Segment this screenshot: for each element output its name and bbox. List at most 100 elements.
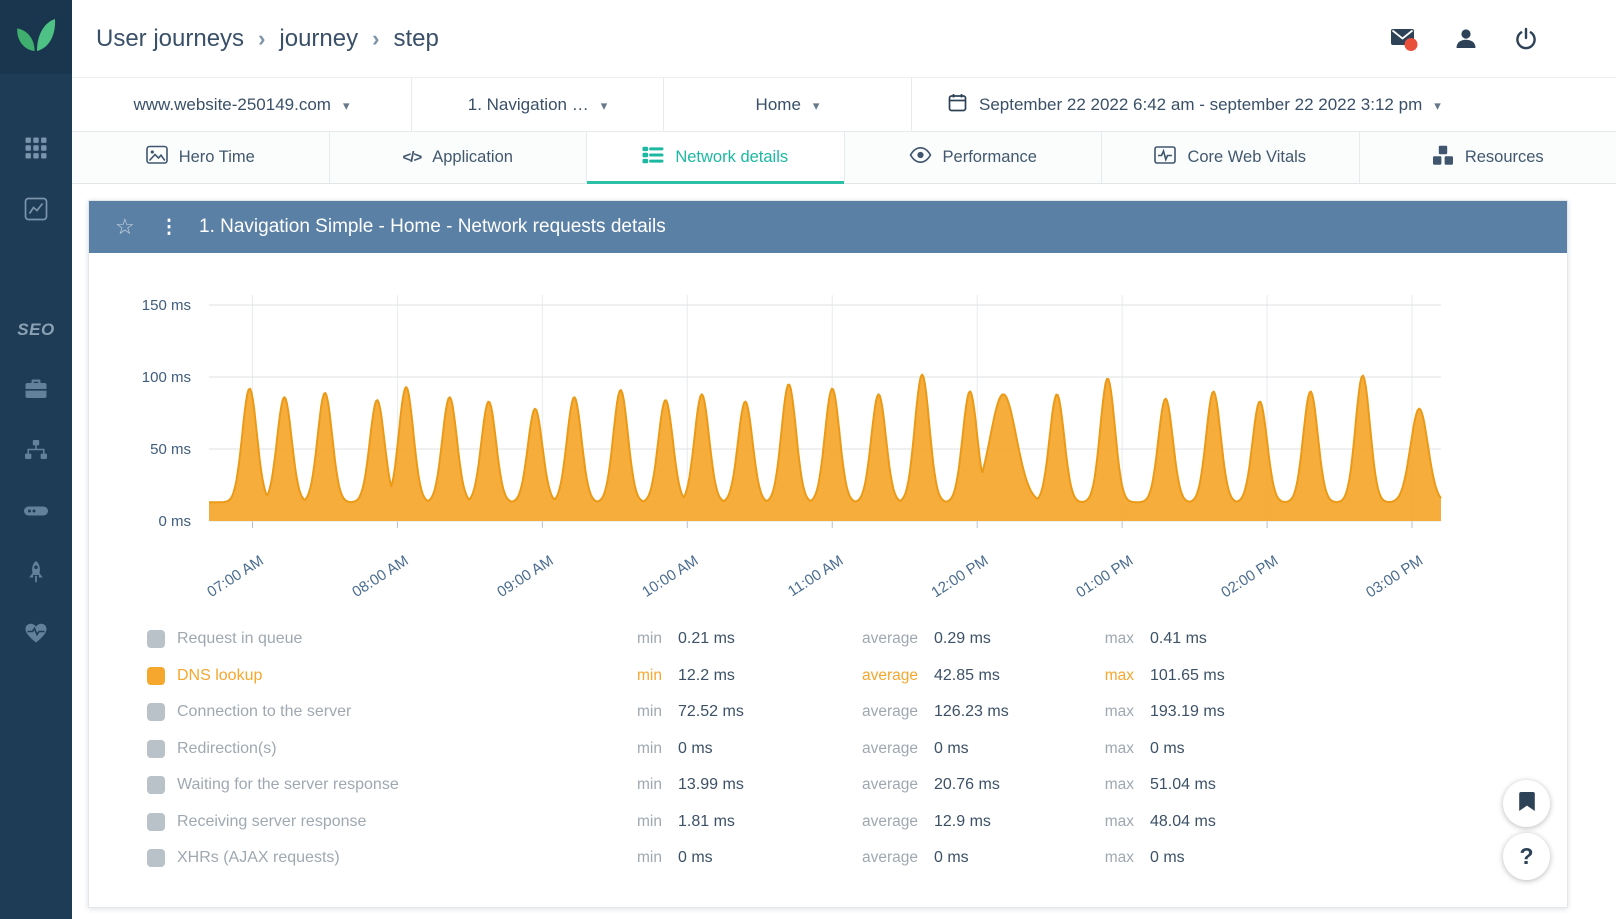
tab-performance[interactable]: Performance xyxy=(845,132,1102,183)
max-value: 48.04 ms xyxy=(1150,812,1216,830)
min-label: min xyxy=(637,849,662,867)
chevron-down-icon: ▾ xyxy=(1434,97,1441,113)
average-value: 0.29 ms xyxy=(934,630,991,648)
x-axis-label: 12:00 PM xyxy=(928,552,991,597)
max-label: max xyxy=(1104,703,1134,721)
average-label: average xyxy=(861,849,918,867)
sidebar-item-health[interactable] xyxy=(21,621,51,649)
website-dropdown[interactable]: www.website-250149.com ▾ xyxy=(72,78,412,131)
min-label: min xyxy=(637,812,662,830)
series-checkbox[interactable] xyxy=(147,703,165,722)
leaf-logo-icon xyxy=(16,18,56,57)
vitals-pulse-icon xyxy=(1154,145,1177,170)
eye-icon xyxy=(909,145,932,170)
legend-row[interactable]: Redirection(s) min 0 ms average 0 ms max… xyxy=(89,731,1567,768)
tab-network-details[interactable]: Network details xyxy=(587,132,845,184)
x-axis-label: 09:00 AM xyxy=(494,552,556,597)
sidebar-item-seo[interactable]: SEO xyxy=(17,316,54,344)
picture-icon xyxy=(145,145,168,170)
max-value: 0 ms xyxy=(1150,849,1185,867)
x-axis-label: 10:00 AM xyxy=(639,552,701,597)
series-checkbox[interactable] xyxy=(147,849,165,868)
x-axis-label: 11:00 AM xyxy=(785,552,846,597)
max-label: max xyxy=(1104,849,1134,867)
average-label: average xyxy=(861,666,918,684)
average-label: average xyxy=(861,739,918,757)
favorite-star-icon[interactable]: ☆ xyxy=(115,214,135,239)
sidebar-item-apps[interactable] xyxy=(21,136,51,164)
sidebar-nav: SEO xyxy=(17,136,54,649)
tab-label: Application xyxy=(432,148,513,166)
breadcrumb-user-journeys[interactable]: User journeys xyxy=(96,24,245,52)
sidebar: SEO xyxy=(0,0,72,919)
tab-label: Core Web Vitals xyxy=(1187,148,1307,166)
chart-area[interactable]: 07:00 AM 08:00 AM 09:00 AM 10:00 AM 11:00 AM… xyxy=(89,253,1567,597)
apps-grid-icon xyxy=(24,136,48,165)
network-timing-chart[interactable]: 07:00 AM 08:00 AM 09:00 AM 10:00 AM 11:00 AM… xyxy=(89,265,1567,597)
tab-core-web-vitals[interactable]: Core Web Vitals xyxy=(1102,132,1360,183)
average-value: 12.9 ms xyxy=(934,812,991,830)
chevron-down-icon: ▾ xyxy=(600,97,608,113)
breadcrumb-journey[interactable]: journey xyxy=(279,24,359,52)
x-axis-label: 01:00 PM xyxy=(1073,552,1136,597)
series-checkbox[interactable] xyxy=(147,776,165,795)
sidebar-item-analytics[interactable] xyxy=(21,197,51,225)
sidebar-item-sitemap[interactable] xyxy=(21,438,51,466)
average-value: 0 ms xyxy=(934,739,969,757)
min-label: min xyxy=(637,666,662,684)
help-icon: ? xyxy=(1519,843,1534,869)
max-label: max xyxy=(1104,776,1134,794)
legend-row[interactable]: Request in queue min 0.21 ms average 0.2… xyxy=(89,621,1567,658)
notifications-envelope-icon[interactable] xyxy=(1390,26,1418,52)
step-dropdown[interactable]: Home ▾ xyxy=(664,78,912,131)
max-value: 0.41 ms xyxy=(1150,630,1207,648)
code-icon: </> xyxy=(402,149,423,166)
chevron-down-icon: ▾ xyxy=(812,97,820,113)
tab-hero-time[interactable]: Hero Time xyxy=(72,132,330,183)
date-range-picker[interactable]: September 22 2022 6:42 am - september 22… xyxy=(912,78,1616,131)
dns-lookup-area xyxy=(209,374,1441,521)
line-chart-icon xyxy=(24,197,48,226)
breadcrumb-step[interactable]: step xyxy=(393,24,439,52)
series-label: XHRs (AJAX requests) xyxy=(177,849,340,867)
app-logo[interactable] xyxy=(0,0,72,74)
journey-dropdown-value: 1. Navigation … xyxy=(467,94,589,114)
sidebar-item-servers[interactable] xyxy=(21,499,51,527)
rocket-icon xyxy=(25,560,47,589)
average-label: average xyxy=(861,703,918,721)
sitemap-icon xyxy=(24,439,48,466)
y-axis-label: 100 ms xyxy=(142,369,191,386)
tab-application[interactable]: </> Application xyxy=(330,132,587,183)
journey-dropdown[interactable]: 1. Navigation … ▾ xyxy=(412,78,664,131)
series-checkbox[interactable] xyxy=(147,630,165,649)
series-checkbox[interactable] xyxy=(147,666,165,685)
average-label: average xyxy=(861,630,918,648)
panel-menu-icon[interactable]: ⋮ xyxy=(159,216,179,238)
y-axis-label: 150 ms xyxy=(142,297,191,314)
main-column: User journeys › journey › step xyxy=(72,0,1616,919)
series-label: Receiving server response xyxy=(177,812,367,830)
min-label: min xyxy=(637,630,662,648)
max-value: 101.65 ms xyxy=(1150,666,1225,684)
max-value: 0 ms xyxy=(1150,739,1185,757)
series-label: Connection to the server xyxy=(177,703,352,721)
legend-row[interactable]: XHRs (AJAX requests) min 0 ms average 0 … xyxy=(89,840,1567,877)
sidebar-item-speed[interactable] xyxy=(21,560,51,588)
legend-row[interactable]: Connection to the server min 72.52 ms av… xyxy=(89,694,1567,731)
sidebar-item-tools[interactable] xyxy=(21,377,51,405)
legend-row[interactable]: DNS lookup min 12.2 ms average 42.85 ms … xyxy=(89,658,1567,695)
user-account-icon[interactable] xyxy=(1454,27,1478,51)
heart-pulse-icon xyxy=(24,622,48,649)
tab-resources[interactable]: Resources xyxy=(1360,132,1616,183)
legend: Request in queue min 0.21 ms average 0.2… xyxy=(89,597,1567,907)
series-checkbox[interactable] xyxy=(147,739,165,758)
series-checkbox[interactable] xyxy=(147,812,165,831)
legend-row[interactable]: Waiting for the server response min 13.9… xyxy=(89,767,1567,804)
logout-power-icon[interactable] xyxy=(1514,27,1538,51)
tab-bar: Hero Time </> Application Network detail… xyxy=(72,132,1616,184)
help-button[interactable]: ? xyxy=(1503,833,1550,880)
min-label: min xyxy=(637,776,662,794)
bookmark-button[interactable] xyxy=(1503,780,1550,827)
legend-row[interactable]: Receiving server response min 1.81 ms av… xyxy=(89,804,1567,841)
